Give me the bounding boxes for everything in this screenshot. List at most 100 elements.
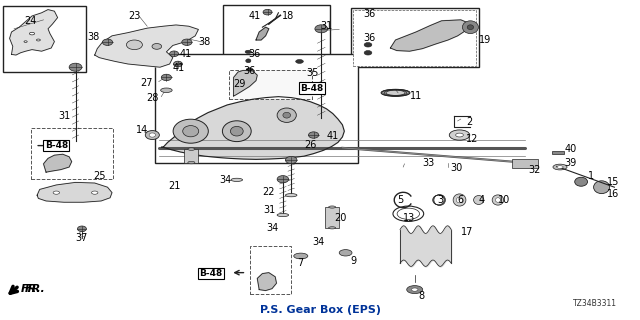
Text: FR.: FR. — [24, 284, 45, 294]
Text: TZ34B3311: TZ34B3311 — [573, 299, 617, 308]
Ellipse shape — [557, 166, 563, 168]
Bar — [250, 246, 291, 294]
Text: 2: 2 — [466, 116, 472, 127]
Text: 28: 28 — [147, 92, 159, 103]
Text: 13: 13 — [403, 212, 415, 223]
Ellipse shape — [127, 40, 143, 50]
Bar — [353, 10, 476, 66]
Bar — [31, 128, 113, 179]
Ellipse shape — [277, 213, 289, 217]
Text: 39: 39 — [564, 158, 577, 168]
Text: 12: 12 — [466, 134, 478, 144]
Text: 41: 41 — [248, 11, 260, 21]
Text: B-48: B-48 — [300, 84, 323, 92]
Text: 29: 29 — [234, 79, 246, 89]
Ellipse shape — [161, 74, 172, 81]
Text: 4: 4 — [479, 195, 485, 205]
Ellipse shape — [308, 132, 319, 138]
Text: 6: 6 — [458, 195, 464, 205]
Bar — [512, 159, 538, 168]
Text: 9: 9 — [351, 256, 357, 267]
Text: 10: 10 — [498, 195, 510, 205]
Polygon shape — [44, 154, 72, 172]
Text: 25: 25 — [93, 171, 106, 181]
Ellipse shape — [294, 253, 308, 259]
Ellipse shape — [296, 60, 303, 63]
Ellipse shape — [329, 206, 336, 208]
Ellipse shape — [449, 130, 470, 140]
Text: 17: 17 — [461, 227, 473, 237]
Ellipse shape — [188, 161, 195, 164]
Ellipse shape — [364, 51, 372, 55]
Ellipse shape — [462, 21, 479, 34]
Ellipse shape — [183, 126, 198, 137]
Ellipse shape — [339, 250, 352, 256]
Bar — [184, 149, 198, 163]
Ellipse shape — [575, 177, 588, 186]
Ellipse shape — [173, 61, 182, 67]
Text: 14: 14 — [136, 124, 148, 135]
Text: 36: 36 — [248, 49, 260, 60]
Text: 26: 26 — [304, 140, 316, 150]
Ellipse shape — [285, 194, 297, 197]
Text: P.S. Gear Box (EPS): P.S. Gear Box (EPS) — [259, 305, 381, 315]
Polygon shape — [390, 20, 468, 51]
Text: 32: 32 — [528, 164, 540, 175]
Text: 38: 38 — [87, 32, 99, 42]
Text: 31: 31 — [263, 204, 275, 215]
Text: 7: 7 — [297, 258, 303, 268]
Text: 8: 8 — [418, 291, 424, 301]
Text: 36: 36 — [364, 9, 376, 20]
Ellipse shape — [223, 121, 252, 142]
Bar — [229, 70, 312, 99]
Ellipse shape — [283, 112, 291, 118]
Polygon shape — [10, 10, 58, 55]
Ellipse shape — [263, 9, 272, 15]
Text: 18: 18 — [282, 11, 294, 21]
Text: 30: 30 — [450, 163, 462, 173]
Ellipse shape — [53, 191, 60, 194]
Ellipse shape — [277, 176, 289, 183]
Text: 15: 15 — [607, 177, 619, 188]
Ellipse shape — [102, 39, 113, 45]
Text: 16: 16 — [607, 188, 619, 199]
Ellipse shape — [69, 63, 82, 71]
Text: 36: 36 — [243, 66, 255, 76]
Ellipse shape — [145, 131, 159, 140]
Text: 41: 41 — [173, 63, 185, 73]
Ellipse shape — [173, 119, 209, 143]
Ellipse shape — [315, 25, 328, 33]
Ellipse shape — [412, 288, 418, 291]
Text: 22: 22 — [262, 187, 275, 197]
Ellipse shape — [492, 195, 504, 205]
Bar — [223, 5, 330, 74]
Ellipse shape — [456, 197, 463, 203]
Text: 34: 34 — [220, 175, 232, 185]
Text: 5: 5 — [397, 195, 403, 205]
Text: 38: 38 — [198, 36, 211, 47]
Ellipse shape — [277, 108, 296, 123]
Ellipse shape — [381, 89, 410, 96]
Text: 20: 20 — [335, 212, 347, 223]
Bar — [351, 8, 479, 67]
Polygon shape — [95, 25, 198, 67]
Polygon shape — [161, 97, 344, 159]
Polygon shape — [37, 182, 112, 202]
Bar — [3, 6, 86, 72]
Ellipse shape — [149, 133, 156, 137]
Ellipse shape — [161, 88, 172, 92]
Text: 23: 23 — [128, 11, 141, 21]
Ellipse shape — [92, 191, 98, 194]
Ellipse shape — [453, 194, 466, 206]
Ellipse shape — [24, 41, 28, 43]
Text: 24: 24 — [24, 16, 36, 26]
Text: 34: 34 — [312, 236, 324, 247]
Text: B-48: B-48 — [45, 141, 68, 150]
Ellipse shape — [329, 227, 336, 229]
Text: 41: 41 — [326, 131, 339, 141]
Text: B-48: B-48 — [200, 269, 223, 278]
Ellipse shape — [36, 39, 40, 41]
Ellipse shape — [246, 59, 251, 63]
Ellipse shape — [77, 226, 86, 232]
Text: FR.: FR. — [20, 284, 41, 294]
